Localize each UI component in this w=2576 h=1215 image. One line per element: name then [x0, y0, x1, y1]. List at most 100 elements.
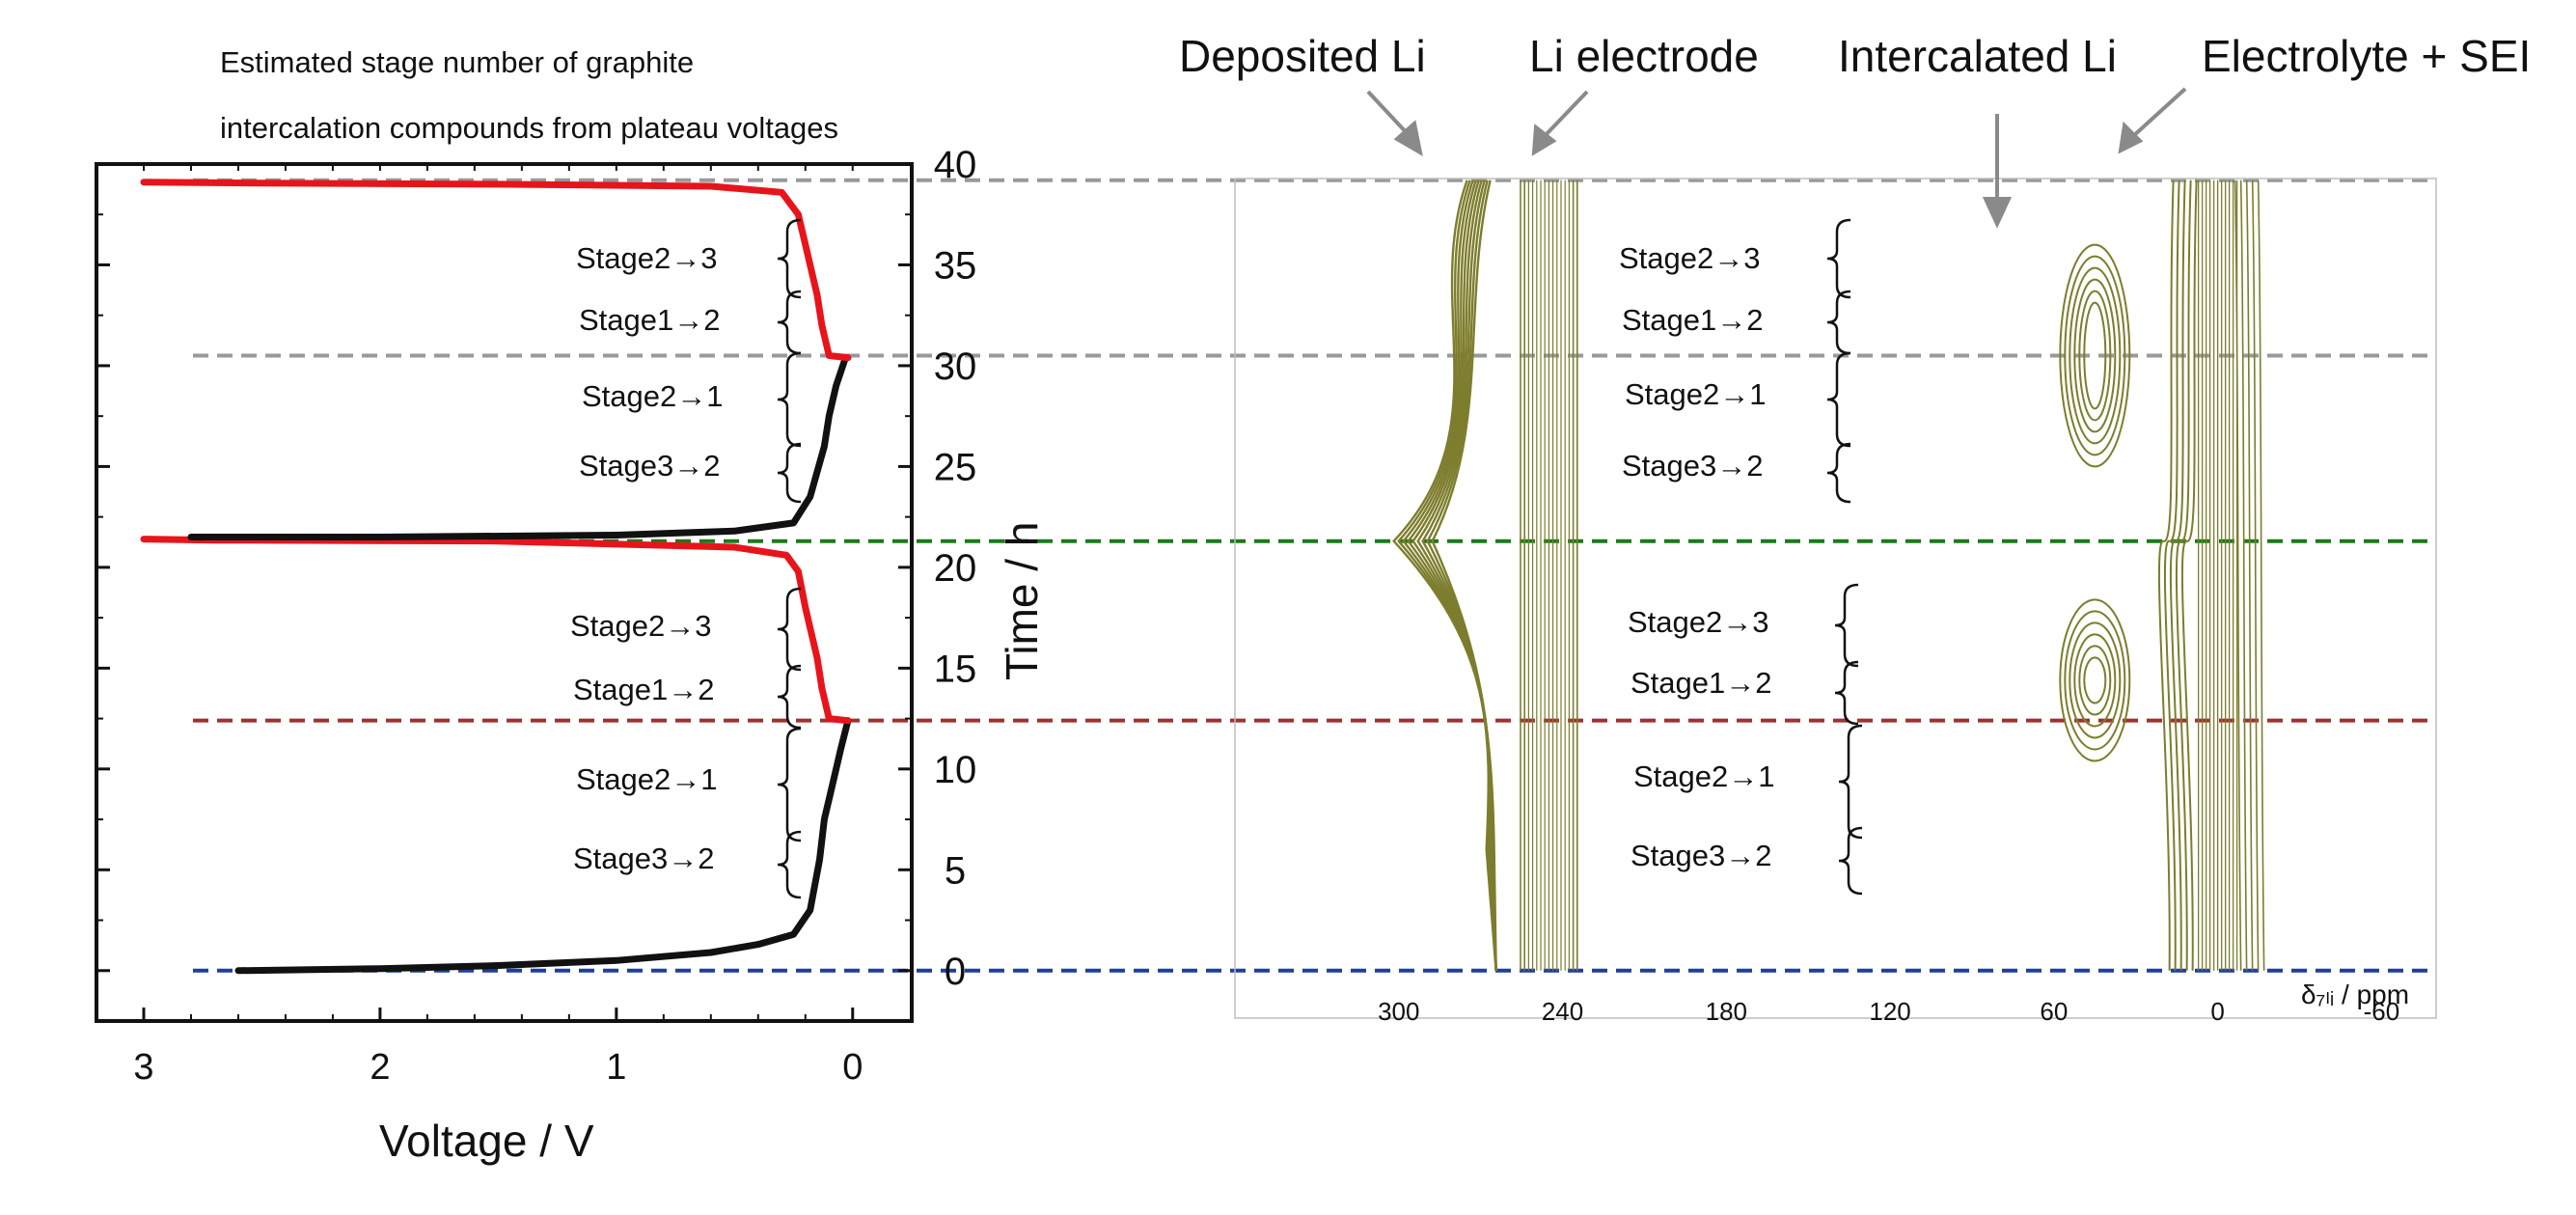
contour-intercalated-li-lower: [2064, 610, 2126, 751]
y-tick-label: 10: [934, 749, 977, 791]
stage-label-nmr-12-upper: Stage1→2: [1622, 303, 1764, 337]
stage-label-nmr-21-upper: Stage2→1: [1625, 377, 1767, 411]
contour-intercalated-li-lower: [2073, 633, 2117, 728]
brace-nmr-5: [1834, 583, 1859, 668]
brace-left-8: [777, 830, 802, 899]
annotation-intercalated-li: Intercalated Li: [1838, 31, 2117, 81]
braces-nmr: [1826, 218, 1863, 896]
arrowhead-li-electrode: [1531, 124, 1557, 156]
contour-intercalated-li-lower: [2069, 621, 2122, 739]
contour-intercalated-li-upper: [2078, 290, 2112, 422]
annotation-arrows: [1366, 87, 2187, 229]
y-axis-label-time: Time / h: [997, 522, 1047, 680]
stage-label-left-32-lower: Stage3→2: [573, 842, 715, 875]
brace-nmr-2: [1826, 290, 1851, 355]
nmr-x-tick-label: 120: [1869, 997, 1910, 1026]
contour-intercalated-li-upper: [2069, 266, 2122, 445]
contour-intercalated-li-upper: [2059, 243, 2131, 468]
y-tick-label: 15: [934, 648, 977, 690]
contour-intercalated-li-upper: [2064, 255, 2126, 456]
contour-intercalated-li-lower: [2083, 656, 2107, 704]
brace-nmr-6: [1834, 660, 1859, 726]
annotation-electrolyte-sei: Electrolyte + SEI: [2202, 31, 2531, 81]
braces-left: [777, 218, 802, 899]
arrow-li-electrode: [1542, 90, 1589, 139]
x-tick-label: 0: [842, 1047, 863, 1088]
note-line-1: Estimated stage number of graphite: [220, 45, 694, 79]
stage-label-left-32-upper: Stage3→2: [579, 449, 721, 483]
reference-lines: [193, 178, 2436, 973]
contour-intercalated-li-upper: [2083, 301, 2107, 410]
voltage-curves: [140, 179, 852, 975]
brace-left-6: [777, 664, 802, 730]
contour-deposited-li: [1392, 179, 1497, 971]
nmr-x-tick-label: 180: [1706, 997, 1747, 1026]
nmr-x-tick-label: 300: [1378, 997, 1419, 1026]
contour-deposited-li: [1402, 179, 1497, 971]
y-tick-label: 30: [934, 345, 977, 388]
y-tick-label: 0: [945, 951, 966, 993]
voltage-plot-frame: [95, 162, 914, 1023]
y-tick-label: 5: [945, 849, 966, 892]
stage-label-nmr-23-upper: Stage2→3: [1619, 241, 1761, 275]
stage-label-nmr-32-lower: Stage3→2: [1631, 839, 1772, 872]
contour-electrolyte-sei-edge: [2257, 179, 2265, 971]
voltage-curve-discharge-2: [187, 354, 849, 540]
contour-electrolyte-sei-shoulder: [2175, 179, 2192, 971]
x-tick-label: 3: [133, 1047, 153, 1088]
nmr-x-ticks: 300 240 180 120 60 0 -60: [1378, 997, 2399, 1026]
contour-electrolyte-sei-edge: [2251, 179, 2260, 971]
contour-electrolyte-sei-shoulder: [2169, 179, 2186, 971]
y-tick-label: 35: [934, 244, 977, 287]
brace-left-4: [777, 442, 802, 504]
nmr-x-tick-label: 240: [1542, 997, 1583, 1026]
contour-electrolyte-sei-edge: [2245, 179, 2254, 971]
brace-nmr-7: [1838, 724, 1863, 840]
contour-intercalated-li-lower: [2059, 598, 2131, 762]
stage-label-left-23-lower: Stage2→3: [570, 609, 712, 643]
contour-electrolyte-sei-edge: [2239, 179, 2248, 971]
stage-label-left-21-upper: Stage2→1: [582, 379, 724, 413]
stage-label-nmr-32-upper: Stage3→2: [1622, 449, 1764, 483]
arrowhead-intercalated-li: [1982, 197, 2013, 229]
stage-label-nmr-23-lower: Stage2→3: [1628, 605, 1769, 639]
brace-left-1: [777, 218, 802, 299]
nmr-plot-frame: [1234, 178, 2437, 1019]
nmr-x-tick-label: 0: [2210, 997, 2224, 1026]
voltage-curve-charge-3: [140, 179, 852, 362]
arrowhead-deposited-li: [1393, 120, 1423, 156]
arrow-deposited-li: [1366, 90, 1412, 139]
brace-nmr-4: [1826, 442, 1851, 504]
contour-electrolyte-sei-shoulder: [2157, 179, 2175, 971]
stage-label-left-12-lower: Stage1→2: [573, 673, 715, 706]
y-tick-label: 20: [934, 547, 977, 590]
brace-nmr-3: [1826, 351, 1851, 448]
stage-label-nmr-12-lower: Stage1→2: [1631, 666, 1772, 700]
x-tick-label: 1: [606, 1047, 626, 1088]
brace-left-3: [777, 351, 802, 448]
arrowhead-electrolyte-sei: [2118, 121, 2144, 154]
contour-electrolyte-sei-shoulder: [2180, 179, 2198, 971]
arrow-electrolyte-sei: [2130, 87, 2187, 139]
stage-label-left-21-lower: Stage2→1: [576, 762, 718, 796]
contour-electrolyte-sei-shoulder: [2163, 179, 2180, 971]
stage-label-left-23-upper: Stage2→3: [576, 241, 718, 275]
brace-nmr-1: [1826, 218, 1851, 299]
stage-label-left-12-upper: Stage1→2: [579, 303, 721, 337]
x-axis-label-voltage: Voltage / V: [379, 1116, 594, 1166]
nmr-x-tick-label: 60: [2040, 997, 2068, 1026]
annotation-li-electrode: Li electrode: [1529, 31, 1759, 81]
nmr-x-axis-label: δ₇ₗᵢ / ppm: [2301, 980, 2409, 1009]
voltage-curve-charge-1: [140, 536, 852, 725]
y-tick-label: 25: [934, 446, 977, 488]
annotation-deposited-li: Deposited Li: [1179, 31, 1426, 81]
contour-intercalated-li-lower: [2078, 645, 2112, 716]
nmr-x-tick-label: -60: [2364, 997, 2400, 1026]
note-line-2: intercalation compounds from plateau vol…: [220, 111, 838, 145]
voltage-curve-discharge-0: [234, 717, 852, 975]
contour-intercalated-li-upper: [2073, 278, 2117, 433]
stage-label-nmr-21-lower: Stage2→1: [1633, 759, 1775, 793]
